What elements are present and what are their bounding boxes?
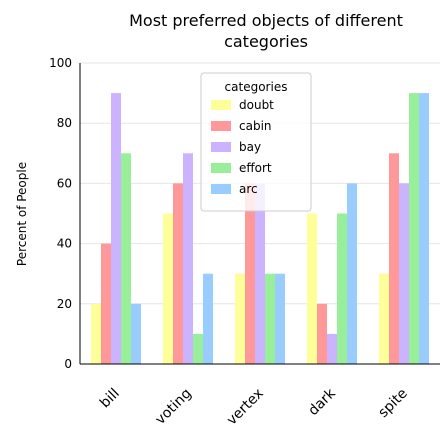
legend-items: doubt cabin bay effort arc — [211, 98, 274, 196]
x-tick-label: bill — [97, 386, 123, 412]
bar-bill-arc — [131, 303, 141, 364]
bar-dark-bay — [327, 333, 337, 364]
bar-spite-effort — [409, 93, 419, 364]
bar-vertex-bay — [255, 183, 265, 364]
legend-swatch-bay — [211, 142, 231, 152]
x-tick-label: vertex — [224, 386, 267, 429]
bar-vertex-effort — [265, 273, 275, 364]
bar-group-spite — [379, 93, 429, 364]
bar-voting-bay — [183, 153, 193, 364]
bar-voting-effort — [193, 333, 203, 364]
bar-spite-doubt — [379, 273, 389, 364]
y-tick-label: 60 — [57, 176, 72, 190]
bar-dark-cabin — [317, 303, 327, 364]
legend-label-arc: arc — [239, 182, 258, 196]
y-tick-label: 40 — [57, 237, 72, 251]
bar-group-bill — [91, 93, 141, 364]
y-tick-label: 80 — [57, 116, 72, 130]
x-tick-label: voting — [152, 386, 194, 428]
bar-bill-bay — [111, 93, 121, 364]
bar-vertex-doubt — [235, 273, 245, 364]
legend-label-doubt: doubt — [239, 98, 274, 112]
legend-title: categories — [225, 80, 288, 94]
bar-spite-cabin — [389, 153, 399, 364]
bar-spite-bay — [399, 183, 409, 364]
legend-swatch-effort — [211, 163, 231, 173]
legend-swatch-doubt — [211, 100, 231, 110]
bar-dark-doubt — [307, 213, 317, 364]
bar-group-voting — [163, 153, 213, 364]
y-tick-label: 20 — [57, 297, 72, 311]
chart-title-line-2: categories — [224, 32, 308, 51]
y-tick-label: 0 — [64, 357, 72, 371]
y-tick-labels: 0 20 40 60 80 100 — [49, 56, 72, 371]
y-tick-label: 100 — [49, 56, 72, 70]
bar-bill-effort — [121, 153, 131, 364]
legend-swatch-cabin — [211, 121, 231, 131]
bar-vertex-cabin — [245, 183, 255, 364]
legend-label-cabin: cabin — [239, 119, 272, 133]
bar-dark-arc — [347, 183, 357, 364]
x-tick-labels: bill voting vertex dark spite — [97, 385, 411, 429]
x-tick-label: dark — [305, 385, 339, 419]
bar-voting-doubt — [163, 213, 173, 364]
bar-bill-doubt — [91, 303, 101, 364]
y-axis-label: Percent of People — [15, 162, 29, 266]
chart-title-line-1: Most preferred objects of different — [129, 11, 403, 30]
legend-label-bay: bay — [239, 140, 261, 154]
bar-bill-cabin — [101, 243, 111, 364]
bar-voting-arc — [203, 273, 213, 364]
legend: categories doubt cabin bay effort arc — [200, 72, 312, 212]
bar-spite-arc — [419, 93, 429, 364]
bar-group-dark — [307, 183, 357, 364]
axes — [79, 63, 440, 365]
bar-group-vertex — [235, 183, 285, 364]
legend-label-effort: effort — [239, 161, 272, 175]
bar-vertex-arc — [275, 273, 285, 364]
bar-dark-effort — [337, 213, 347, 364]
legend-swatch-arc — [211, 184, 231, 194]
bar-groups — [91, 93, 429, 364]
x-tick-label: spite — [375, 386, 410, 421]
bar-voting-cabin — [173, 183, 183, 364]
